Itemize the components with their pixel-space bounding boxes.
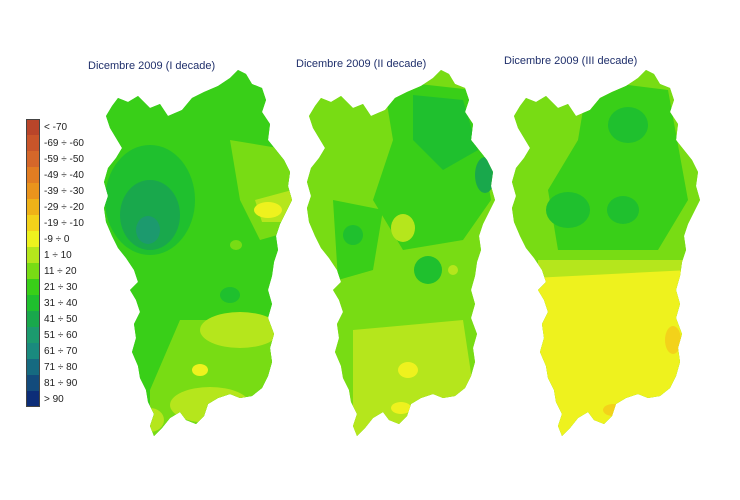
legend-label: -69 ÷ -60 [44, 137, 84, 149]
legend-swatch [26, 327, 40, 343]
legend-swatch [26, 215, 40, 231]
legend-row: -39 ÷ -30 [26, 183, 146, 199]
legend-row: 31 ÷ 40 [26, 295, 146, 311]
legend-label: -29 ÷ -20 [44, 201, 84, 213]
legend-row: 41 ÷ 50 [26, 311, 146, 327]
legend-label: 11 ÷ 20 [44, 265, 77, 277]
legend-label: > 90 [44, 393, 64, 405]
legend-row: 21 ÷ 30 [26, 279, 146, 295]
map-decade-2 [307, 70, 495, 436]
legend-label: 51 ÷ 60 [44, 329, 78, 341]
legend-row: 11 ÷ 20 [26, 263, 146, 279]
legend-swatch [26, 359, 40, 375]
legend-row: 81 ÷ 90 [26, 375, 146, 391]
legend-label: 71 ÷ 80 [44, 361, 78, 373]
legend-row: > 90 [26, 391, 146, 407]
map-decade-3 [512, 70, 700, 436]
map-decade-1 [104, 70, 292, 436]
legend-swatch [26, 279, 40, 295]
legend-label: -49 ÷ -40 [44, 169, 84, 181]
legend-swatch [26, 391, 40, 407]
map-title-decade-2: Dicembre 2009 (II decade) [296, 58, 427, 70]
legend: < -70 -69 ÷ -60 -59 ÷ -50 -49 ÷ -40 -39 ÷ -3… [26, 119, 146, 407]
legend-swatch [26, 231, 40, 247]
map-title-decade-1: Dicembre 2009 (I decade) [88, 60, 216, 72]
legend-row: 1 ÷ 10 [26, 247, 146, 263]
legend-swatch [26, 311, 40, 327]
legend-label: -19 ÷ -10 [44, 217, 84, 229]
legend-label: -9 ÷ 0 [44, 233, 70, 245]
legend-swatch [26, 135, 40, 151]
legend-row: 61 ÷ 70 [26, 343, 146, 359]
legend-label: 21 ÷ 30 [44, 281, 78, 293]
legend-label: 1 ÷ 10 [44, 249, 72, 261]
legend-row: 51 ÷ 60 [26, 327, 146, 343]
legend-label: -39 ÷ -30 [44, 185, 84, 197]
legend-label: 41 ÷ 50 [44, 313, 78, 325]
legend-label: -59 ÷ -50 [44, 153, 84, 165]
legend-row: -49 ÷ -40 [26, 167, 146, 183]
legend-row: -69 ÷ -60 [26, 135, 146, 151]
legend-label: 81 ÷ 90 [44, 377, 78, 389]
legend-swatch [26, 199, 40, 215]
map-title-decade-3: Dicembre 2009 (III decade) [504, 55, 638, 67]
legend-row: 71 ÷ 80 [26, 359, 146, 375]
legend-label: 61 ÷ 70 [44, 345, 78, 357]
legend-row: -29 ÷ -20 [26, 199, 146, 215]
legend-swatch [26, 119, 40, 135]
legend-swatch [26, 343, 40, 359]
legend-swatch [26, 295, 40, 311]
legend-row: < -70 [26, 119, 146, 135]
legend-row: -59 ÷ -50 [26, 151, 146, 167]
legend-label: 31 ÷ 40 [44, 297, 78, 309]
legend-swatch [26, 151, 40, 167]
legend-swatch [26, 167, 40, 183]
legend-row: -19 ÷ -10 [26, 215, 146, 231]
legend-label: < -70 [44, 121, 68, 133]
legend-row: -9 ÷ 0 [26, 231, 146, 247]
legend-swatch [26, 247, 40, 263]
legend-swatch [26, 263, 40, 279]
legend-swatch [26, 375, 40, 391]
legend-swatch [26, 183, 40, 199]
